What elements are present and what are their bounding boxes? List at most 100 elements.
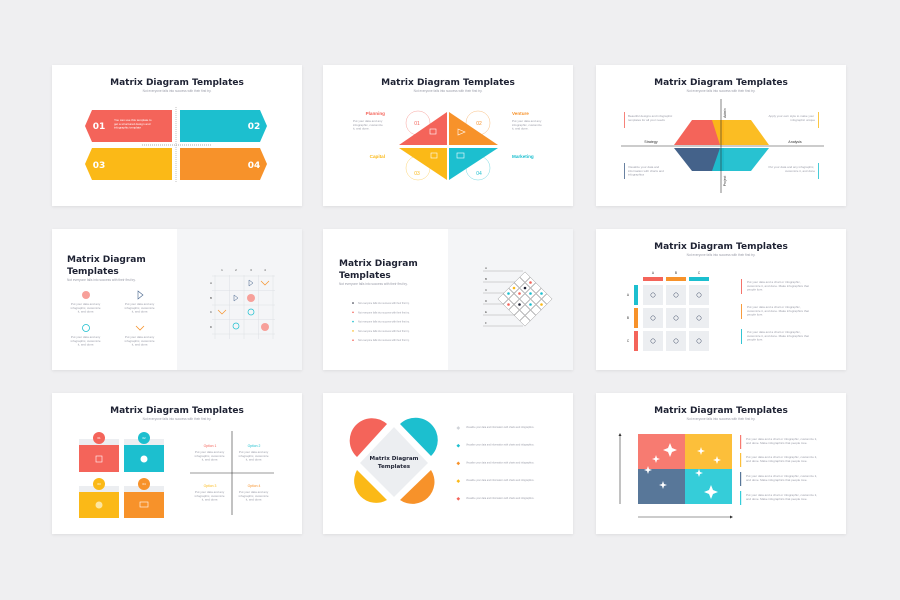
matrix-cell xyxy=(541,293,553,305)
slide-flower-matrix[interactable]: Matrix Diagram Templates Visualize your … xyxy=(323,393,573,534)
image-icon xyxy=(139,501,149,508)
matrix-cell xyxy=(530,304,542,316)
label-planning: Planning xyxy=(366,111,386,116)
bullet-dot xyxy=(352,320,354,323)
quadrant-yellow xyxy=(685,434,732,469)
matrix-cell xyxy=(519,293,531,305)
note-bar xyxy=(624,163,625,179)
body-text: Put your data and any infographic, custo… xyxy=(239,450,270,462)
slide-options-matrix[interactable]: Matrix Diagram Templates Not everyone fa… xyxy=(52,393,302,534)
slide-subtitle: Not everyone falls into success with the… xyxy=(687,253,756,257)
row-label: B xyxy=(485,277,487,281)
circle-icon xyxy=(95,501,103,509)
slide-abc-grid[interactable]: Matrix Diagram Templates Not everyone fa… xyxy=(596,229,846,370)
box-04 xyxy=(180,148,267,180)
sparkle-icons xyxy=(644,443,721,499)
matrix-cell xyxy=(530,282,542,294)
note-text: Put your data and a chart or infographic… xyxy=(746,493,818,501)
triangle-marketing xyxy=(449,148,498,180)
arrow-up-icon xyxy=(618,433,622,436)
option-3: Option 3 xyxy=(204,484,217,488)
grid-cell xyxy=(643,331,663,351)
share-icon xyxy=(140,455,148,463)
quadrant-red xyxy=(638,434,685,469)
row-label: B xyxy=(210,296,212,300)
quadrant-navy xyxy=(674,148,724,171)
cell-icon xyxy=(673,292,679,298)
list-marker xyxy=(456,479,461,483)
note-text: Put your data and a chart or infographic… xyxy=(747,280,810,292)
column-label: 3 xyxy=(250,268,252,272)
note-text: Put your data and a chart or infographic… xyxy=(747,305,810,317)
column-label: A xyxy=(652,271,655,275)
center-diamond xyxy=(357,424,431,500)
slide-title: Matrix Diagram Templates xyxy=(654,242,788,252)
slide-diamond-matrix[interactable]: Matrix Diagram Templates Not everyone fa… xyxy=(323,65,573,206)
petal-red xyxy=(349,418,387,457)
note-bar xyxy=(818,163,819,179)
note-text: Put your data and a chart or infographic… xyxy=(746,455,818,463)
grid-cell xyxy=(689,331,709,351)
slide-title: Matrix Diagram Templates xyxy=(110,406,244,416)
row-label: A xyxy=(627,293,630,297)
matrix-dot xyxy=(518,303,521,306)
matrix-cell xyxy=(508,304,520,316)
panel-background xyxy=(177,229,302,370)
cell-icon xyxy=(650,292,656,298)
matrix-cell xyxy=(519,271,531,283)
slide-diamond-grid[interactable]: Matrix Diagram Templates Not everyone fa… xyxy=(323,229,573,370)
bullet-dot xyxy=(352,311,354,314)
badge-number: 01 xyxy=(97,436,101,440)
column-label: B xyxy=(675,271,677,275)
note-text: Beautiful designs and infographic templa… xyxy=(628,114,673,122)
note-bar xyxy=(624,112,625,128)
axis-label-analysis: Analysis xyxy=(788,140,802,144)
grid-cell xyxy=(689,285,709,305)
list-marker xyxy=(456,443,461,448)
bullet-text: Not everyone falls into success with the… xyxy=(358,330,410,333)
matrix-cell xyxy=(514,310,525,321)
grid-cell xyxy=(666,308,686,328)
quadrant-yellow xyxy=(712,120,769,145)
slide-title: Templates xyxy=(339,271,391,281)
slide-icon-grid[interactable]: Matrix Diagram Templates Not everyone fa… xyxy=(52,229,302,370)
bullet-text: Not everyone falls into success with the… xyxy=(358,321,410,324)
cell-icon xyxy=(650,338,656,344)
badge-number: 03 xyxy=(97,482,101,486)
note-text: Put your data and a chart or infographic… xyxy=(746,437,818,445)
column-header-bar xyxy=(643,277,663,281)
slide-quadrant-chart[interactable]: Matrix Diagram Templates Not everyone fa… xyxy=(596,393,846,534)
slide-title: Matrix Diagram Templates xyxy=(654,406,788,416)
quadrant-teal xyxy=(712,148,769,171)
box-01 xyxy=(79,445,119,472)
number-02: 02 xyxy=(248,122,261,132)
badge xyxy=(138,478,150,490)
note-text: Visualize your data and information with… xyxy=(628,165,665,177)
body-text: Put your data and any infographic, custo… xyxy=(512,119,543,131)
matrix-dot xyxy=(529,281,532,284)
badge-number: 04 xyxy=(142,482,146,486)
petal-orange xyxy=(400,470,435,504)
bullet-text: Not everyone falls into success with the… xyxy=(358,311,410,314)
box-03 xyxy=(85,148,172,180)
bullet-dot xyxy=(352,339,354,341)
number-04: 04 xyxy=(248,161,261,171)
slide-axis-matrix[interactable]: Matrix Diagram Templates Not everyone fa… xyxy=(596,65,846,206)
note-bar xyxy=(740,435,742,449)
badge-number: 02 xyxy=(142,436,146,440)
matrix-dot xyxy=(507,303,510,306)
cell-icon xyxy=(696,292,702,298)
slide-subtitle: Not everyone falls into success with the… xyxy=(143,417,212,421)
slide-arrow-matrix[interactable]: Matrix Diagram Templates Not everyone fa… xyxy=(52,65,302,206)
slide-title: Templates xyxy=(67,267,119,277)
bullet-dot xyxy=(352,302,354,304)
slide-title: Matrix Diagram Templates xyxy=(654,78,788,88)
option-1: Option 1 xyxy=(204,444,217,448)
matrix-dot xyxy=(518,292,521,295)
note-text: Put your data and any infographic, custo… xyxy=(768,165,815,173)
body-text: Put your data and any infographic, custo… xyxy=(353,119,384,131)
slide-title: Matrix Diagram xyxy=(339,259,418,269)
clock-icon xyxy=(247,308,255,316)
box-04 xyxy=(124,492,164,518)
matrix-dot xyxy=(529,292,532,295)
